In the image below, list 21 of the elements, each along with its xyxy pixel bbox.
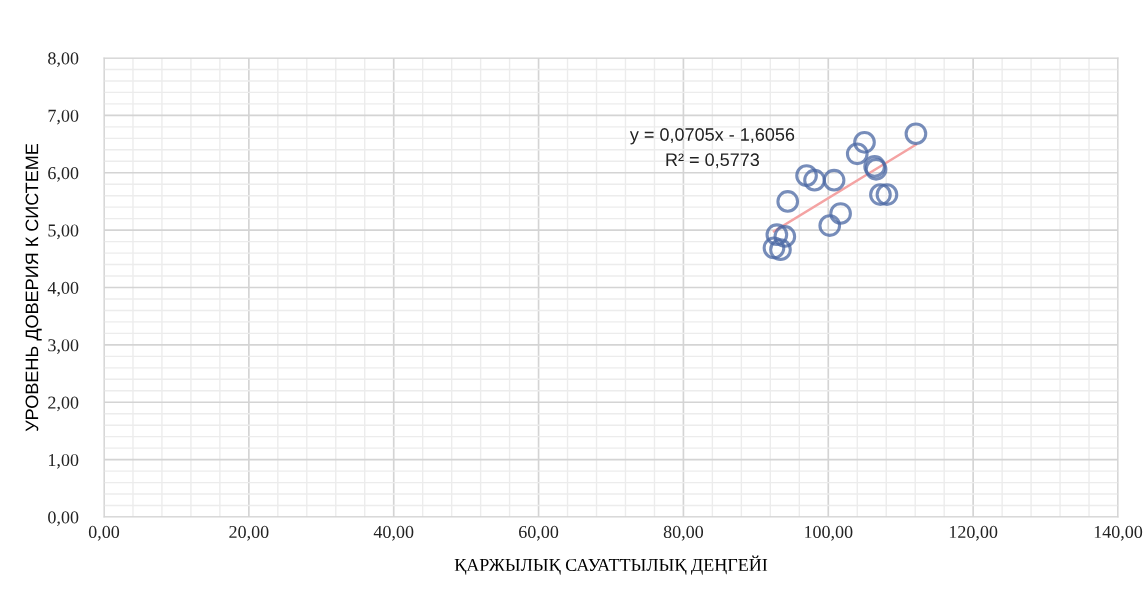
y-tick-label: 0,00: [48, 511, 79, 527]
annotation: R² = 0,5773: [666, 153, 760, 169]
y-axis-title: УРОВЕНЬ ДОВЕРИЯ К СИСТЕМЕ: [25, 143, 42, 432]
x-tick-label: 80,00: [663, 525, 704, 541]
x-tick-label: 20,00: [229, 525, 269, 541]
x-tick-label: 120,00: [949, 525, 998, 541]
x-tick-label: 60,00: [519, 525, 559, 541]
y-tick-label: 3,00: [48, 339, 79, 354]
y-tick-label: 6,00: [48, 167, 79, 182]
y-tick-label: 5,00: [48, 224, 79, 240]
x-tick-label: 40,00: [373, 525, 414, 541]
annotation: y = 0,0705x - 1,6056: [629, 128, 795, 145]
y-tick-label: 4,00: [47, 281, 79, 297]
x-tick-label: 100,00: [805, 525, 853, 541]
y-tick-label: 1,00: [48, 453, 79, 469]
y-tick-label: 8,00: [48, 52, 79, 68]
y-tick-label: 2,00: [48, 396, 79, 412]
y-tick-label: 7,00: [48, 109, 79, 125]
x-tick-label: 140,00: [1094, 525, 1143, 541]
x-tick-label: 0,00: [88, 525, 120, 541]
x-axis-title: ҚАРЖЫЛЫҚ САУАТТЫЛЫҚ ДЕҢГЕЙІ: [454, 555, 768, 575]
